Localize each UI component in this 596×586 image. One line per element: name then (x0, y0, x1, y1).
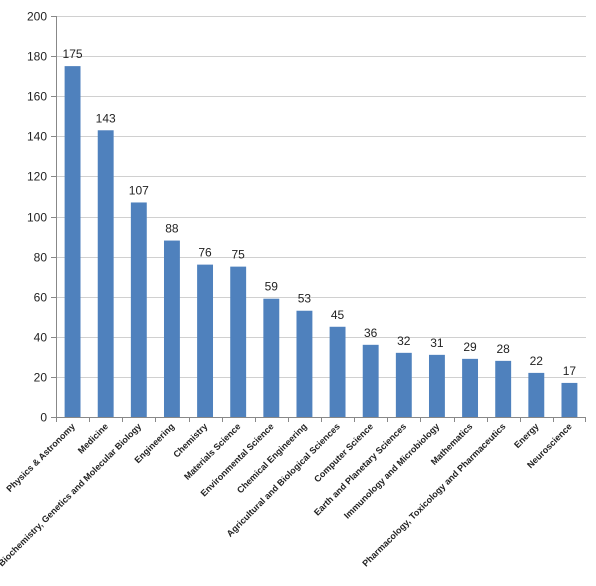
data-label: 107 (129, 183, 149, 197)
y-tick-label: 100 (27, 211, 47, 225)
x-category-label: Computer Science (312, 421, 375, 484)
data-label: 88 (165, 222, 179, 236)
bar (462, 358, 479, 417)
data-label: 143 (96, 111, 116, 125)
bar (362, 344, 379, 417)
bar (97, 130, 114, 417)
data-label: 17 (563, 364, 577, 378)
x-category-label: Energy (512, 421, 541, 450)
data-label: 22 (530, 354, 544, 368)
data-label: 76 (198, 246, 212, 260)
y-tick-label: 140 (27, 130, 47, 144)
data-label: 29 (463, 340, 477, 354)
data-label: 36 (364, 326, 378, 340)
bar (561, 382, 578, 417)
x-category-label: Biochemistry, Genetics and Molecular Bio… (0, 421, 143, 568)
y-tick-label: 120 (27, 170, 47, 184)
y-tick-label: 160 (27, 90, 47, 104)
data-label: 175 (63, 47, 83, 61)
data-label: 28 (497, 342, 511, 356)
data-label: 31 (430, 336, 444, 350)
data-label: 59 (265, 280, 279, 294)
y-tick-label: 20 (34, 371, 48, 385)
x-category-label: Physics & Astronomy (4, 421, 77, 494)
bar-layer (64, 66, 578, 417)
y-tick-label: 180 (27, 50, 47, 64)
bar (395, 352, 412, 417)
axis-layer: 0 20 40 60 80 100 120 140 160 180 200 (27, 10, 586, 425)
bar (329, 326, 346, 417)
bar (296, 310, 313, 417)
data-label: 75 (232, 248, 246, 262)
bar (528, 372, 545, 417)
bar (230, 266, 247, 417)
data-label: 32 (397, 334, 411, 348)
bar (495, 360, 512, 417)
data-label: 53 (298, 292, 312, 306)
y-tick-label: 0 (40, 411, 47, 425)
bar (64, 66, 81, 417)
bar (263, 298, 280, 417)
x-category-label: Medicine (76, 421, 110, 455)
y-tick-label: 60 (34, 291, 48, 305)
bar (428, 354, 445, 417)
data-label: 45 (331, 308, 345, 322)
bar (130, 202, 147, 417)
x-category-label: Materials Science (182, 421, 242, 481)
y-tick-label: 40 (34, 331, 48, 345)
y-tick-label: 200 (27, 10, 47, 24)
label-layer: 175 Physics & Astronomy 143 Medicine 107 Bioc… (0, 47, 576, 568)
y-tick-label: 80 (34, 251, 48, 265)
bar (163, 240, 180, 417)
bar (197, 264, 214, 417)
